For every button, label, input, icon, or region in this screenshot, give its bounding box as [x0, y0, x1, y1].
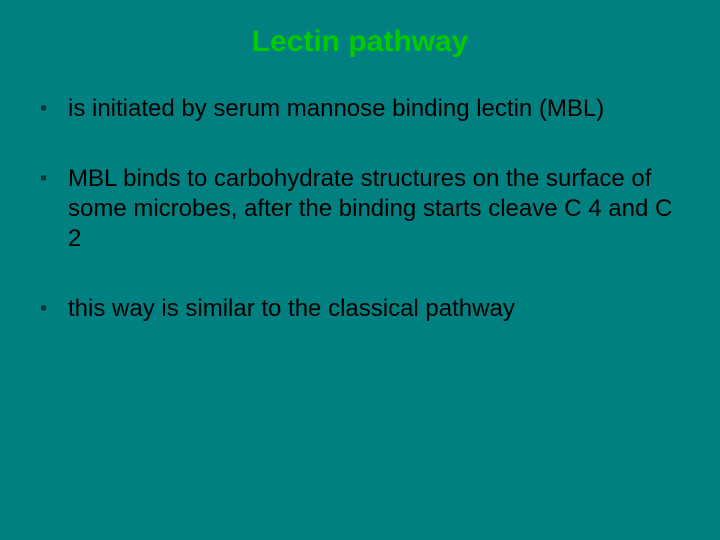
list-item: is initiated by serum mannose binding le…: [40, 94, 680, 124]
slide-title: Lectin pathway: [40, 25, 680, 59]
list-item: this way is similar to the classical pat…: [40, 294, 680, 324]
bullet-list: is initiated by serum mannose binding le…: [40, 94, 680, 324]
list-item: MBL binds to carbohydrate structures on …: [40, 164, 680, 254]
slide: Lectin pathway is initiated by serum man…: [0, 0, 720, 540]
